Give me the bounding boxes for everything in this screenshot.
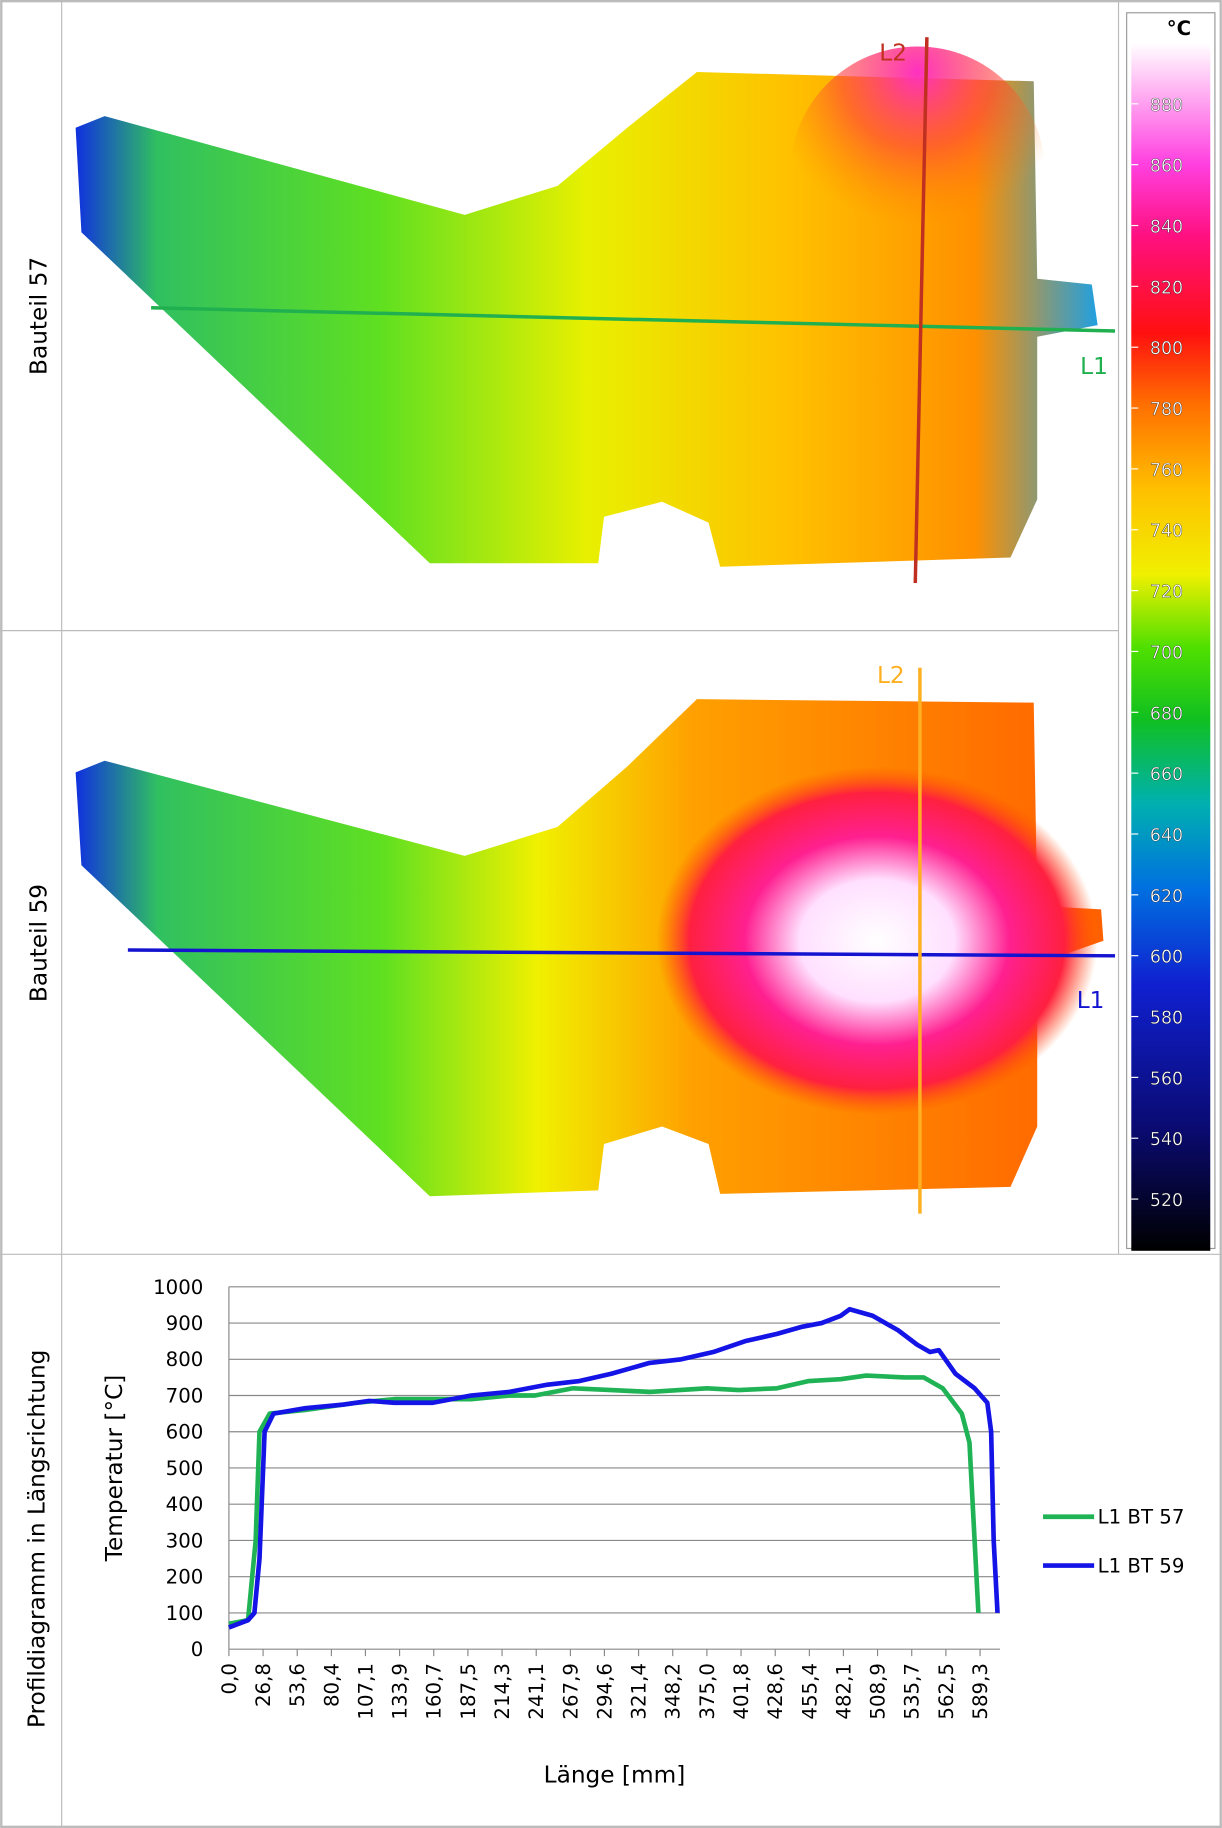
x-tick-label: 535,7 bbox=[901, 1663, 924, 1720]
colorbar-tick-label: 720 bbox=[1150, 583, 1183, 603]
line-label: L2 bbox=[877, 662, 905, 689]
y-tick-label: 100 bbox=[166, 1602, 204, 1625]
colorbar-tick-label: 580 bbox=[1150, 1009, 1183, 1029]
colorbar bbox=[1131, 42, 1211, 1251]
x-tick-label: 321,4 bbox=[628, 1663, 651, 1720]
y-axis-title: Temperatur [°C] bbox=[101, 1375, 128, 1563]
x-tick-label: 401,8 bbox=[730, 1663, 753, 1720]
x-tick-label: 482,1 bbox=[832, 1663, 855, 1720]
x-tick-label: 294,6 bbox=[593, 1663, 616, 1720]
y-tick-label: 900 bbox=[166, 1312, 204, 1335]
x-tick-label: 267,9 bbox=[559, 1663, 582, 1720]
x-tick-label: 0,0 bbox=[218, 1663, 241, 1694]
line-label: L1 bbox=[1077, 987, 1105, 1014]
colorbar-tick-label: 760 bbox=[1150, 461, 1183, 481]
x-tick-label: 428,6 bbox=[764, 1663, 787, 1720]
colorbar-tick-label: 840 bbox=[1150, 217, 1183, 237]
x-tick-label: 241,1 bbox=[525, 1663, 548, 1720]
x-tick-label: 187,5 bbox=[457, 1663, 480, 1720]
colorbar-tick-label: 860 bbox=[1150, 157, 1183, 177]
panel-label: Profildiagramm in Längsrichtung bbox=[23, 1350, 50, 1728]
colorbar-tick-label: 800 bbox=[1150, 339, 1183, 359]
colorbar-tick-label: 600 bbox=[1150, 948, 1183, 968]
colorbar-tick-label: 880 bbox=[1150, 96, 1183, 116]
y-tick-label: 0 bbox=[191, 1638, 204, 1661]
panel-label: Bauteil 57 bbox=[26, 257, 53, 375]
series-line bbox=[228, 1373, 981, 1627]
panel-label: Bauteil 59 bbox=[26, 884, 53, 1002]
colorbar-tick-label: 520 bbox=[1150, 1191, 1183, 1211]
colorbar-tick-label: 740 bbox=[1150, 522, 1183, 542]
thermal-image bbox=[75, 46, 1098, 567]
y-tick-label: 600 bbox=[166, 1421, 204, 1444]
series-line bbox=[228, 1306, 1000, 1630]
line-label: L1 bbox=[1080, 353, 1108, 380]
colorbar-tick-label: 700 bbox=[1150, 643, 1183, 663]
legend-label: L1 BT 57 bbox=[1098, 1506, 1185, 1529]
x-tick-label: 589,3 bbox=[969, 1663, 992, 1720]
profile-line bbox=[151, 306, 1116, 333]
colorbar-tick-label: 820 bbox=[1150, 278, 1183, 298]
y-tick-label: 200 bbox=[166, 1566, 204, 1589]
y-tick-label: 1000 bbox=[153, 1276, 203, 1299]
x-tick-label: 348,2 bbox=[662, 1663, 685, 1720]
colorbar-tick-label: 780 bbox=[1150, 400, 1183, 420]
y-tick-label: 500 bbox=[166, 1457, 204, 1480]
colorbar-tick-label: 560 bbox=[1150, 1069, 1183, 1089]
x-tick-label: 133,9 bbox=[389, 1663, 412, 1720]
x-axis-title: Länge [mm] bbox=[544, 1762, 686, 1789]
thermal-image bbox=[75, 699, 1104, 1197]
colorbar-tick-label: 620 bbox=[1150, 887, 1183, 907]
x-tick-label: 375,0 bbox=[696, 1663, 719, 1720]
profile-line bbox=[913, 37, 929, 584]
profile-line bbox=[127, 948, 1116, 958]
y-tick-label: 400 bbox=[166, 1493, 204, 1516]
x-tick-label: 214,3 bbox=[491, 1663, 514, 1720]
colorbar-tick-label: 540 bbox=[1150, 1130, 1183, 1150]
x-tick-label: 508,9 bbox=[867, 1663, 890, 1720]
x-tick-label: 107,1 bbox=[354, 1663, 377, 1720]
y-tick-label: 300 bbox=[166, 1529, 204, 1552]
y-tick-label: 700 bbox=[166, 1384, 204, 1407]
x-tick-label: 455,4 bbox=[798, 1663, 821, 1720]
line-label: L2 bbox=[879, 39, 907, 66]
colorbar-tick-label: 640 bbox=[1150, 826, 1183, 846]
colorbar-tick-label: 680 bbox=[1150, 704, 1183, 724]
legend-label: L1 BT 59 bbox=[1098, 1554, 1185, 1577]
y-tick-label: 800 bbox=[166, 1348, 204, 1371]
x-tick-label: 53,6 bbox=[286, 1663, 309, 1707]
x-tick-label: 80,4 bbox=[320, 1663, 343, 1707]
x-tick-label: 26,8 bbox=[252, 1663, 275, 1707]
x-tick-label: 562,5 bbox=[935, 1663, 958, 1720]
colorbar-unit: °C bbox=[1167, 17, 1191, 40]
colorbar-tick-label: 660 bbox=[1150, 765, 1183, 785]
x-tick-label: 160,7 bbox=[423, 1663, 446, 1720]
